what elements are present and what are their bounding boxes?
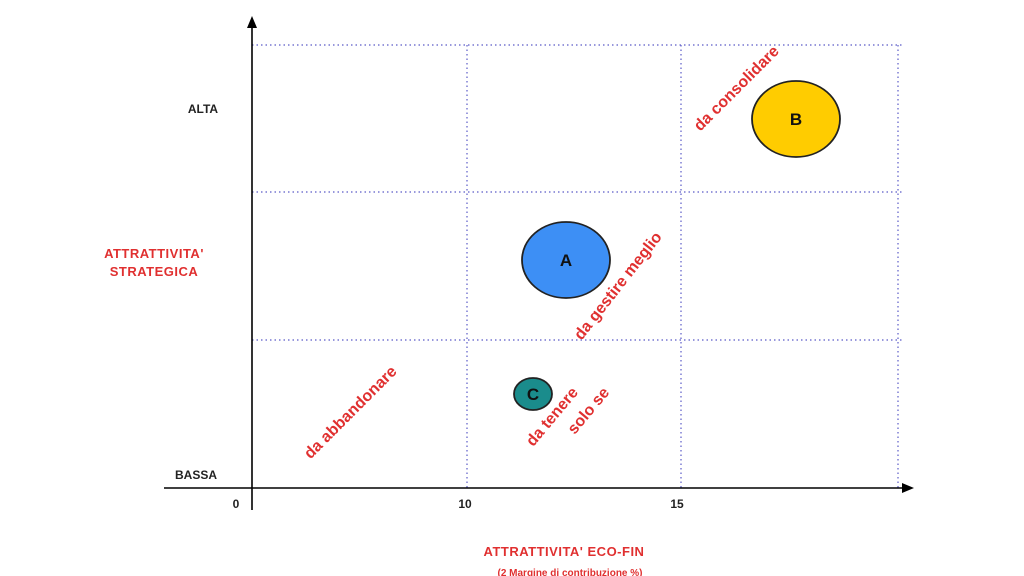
bubble-label-b: B <box>790 110 802 129</box>
bubble-c <box>513 377 553 411</box>
y-tick-label: ALTA <box>188 102 219 116</box>
bubble-b <box>751 80 841 158</box>
x-tick-label: 15 <box>670 497 684 511</box>
annotation-abbandonare: da abbandonare <box>301 363 400 462</box>
y-axis-arrowhead <box>247 16 257 28</box>
grid-lines <box>252 44 904 488</box>
bubble-a <box>521 221 611 299</box>
annotation-line: da abbandonare <box>301 363 400 462</box>
x-tick-label: 0 <box>233 497 240 511</box>
bubbles: A B C <box>513 80 841 411</box>
y-axis-label-line: STRATEGICA <box>110 264 199 279</box>
bubble-label-c: C <box>527 385 539 404</box>
y-tick-label: BASSA <box>175 468 217 482</box>
x-axis-arrowhead <box>902 483 914 493</box>
axes <box>164 16 914 510</box>
x-axis-sublabel: (2 Margine di contribuzione %) <box>497 568 642 576</box>
y-axis-label-line: ATTRATTIVITA' <box>104 246 204 261</box>
bubble-label-a: A <box>560 251 572 270</box>
x-tick-label: 10 <box>458 497 472 511</box>
x-axis-label: ATTRATTIVITA' ECO-FIN <box>484 544 645 559</box>
